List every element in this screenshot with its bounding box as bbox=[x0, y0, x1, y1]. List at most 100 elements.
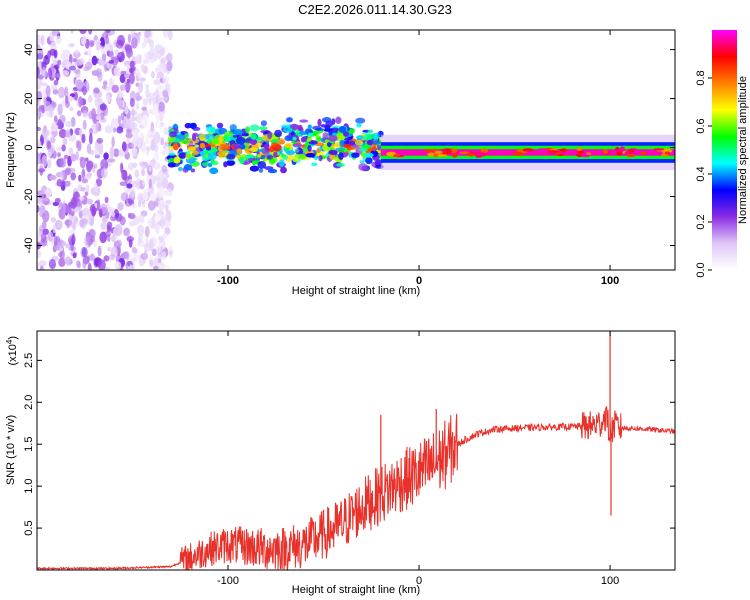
spectrogram-cell bbox=[206, 126, 216, 133]
spectrogram-cell bbox=[128, 264, 133, 270]
spectrogram-cell bbox=[285, 154, 294, 162]
spectrogram-cell bbox=[576, 147, 583, 151]
spectrogram-cell bbox=[95, 120, 99, 133]
spectrogram-cell bbox=[343, 131, 350, 137]
spectrogram-cell bbox=[81, 168, 86, 179]
spectrogram-cell bbox=[168, 131, 177, 138]
spectrogram-cell bbox=[58, 128, 67, 139]
spectrogram-cell bbox=[103, 31, 107, 39]
snr-ytick-label: 2.0 bbox=[23, 395, 35, 410]
spectrogram-cell bbox=[267, 168, 278, 174]
spectrogram-cell bbox=[150, 44, 155, 54]
spectrogram-cell bbox=[184, 133, 189, 139]
spectrogram-cell bbox=[157, 186, 165, 198]
spectrogram-cell bbox=[247, 157, 258, 161]
spectrogram-cell bbox=[317, 118, 322, 127]
spectrogram-cell bbox=[82, 85, 87, 96]
spectrogram-cell bbox=[289, 123, 299, 130]
spectrogram-xtick-label: 100 bbox=[601, 275, 619, 287]
spectrogram-cell bbox=[338, 152, 344, 161]
spectrogram-cell bbox=[162, 89, 169, 97]
spectrogram-cell bbox=[165, 188, 173, 197]
spectrogram-cell bbox=[372, 143, 377, 152]
spectrogram-cell bbox=[72, 57, 77, 63]
spectrogram-cell bbox=[133, 129, 139, 142]
spectrogram-cell bbox=[74, 206, 82, 213]
spectrogram-cell bbox=[79, 156, 86, 169]
spectrogram-cell bbox=[223, 130, 234, 138]
spectrogram-cell bbox=[292, 143, 302, 147]
spectrogram-cell bbox=[386, 151, 397, 157]
spectrogram-cell bbox=[140, 30, 145, 38]
spectrogram-cell bbox=[80, 187, 86, 192]
spectrogram-cell bbox=[114, 224, 123, 236]
spectrogram-cell bbox=[41, 221, 47, 229]
spectrogram-cell bbox=[91, 206, 96, 217]
spectrogram-cell bbox=[102, 81, 108, 86]
spectrogram-cell bbox=[192, 126, 201, 131]
spectrogram-cell bbox=[165, 82, 170, 92]
spectrogram-cell bbox=[328, 135, 338, 142]
spectrogram-cell bbox=[138, 200, 142, 208]
spectrogram-cell bbox=[192, 150, 199, 156]
spectrogram-cell bbox=[89, 128, 93, 136]
spectrogram-cell bbox=[127, 33, 131, 44]
spectrogram-cell bbox=[435, 154, 448, 157]
colorbar-ticks: 0.0 0.2 0.4 0.6 0.8 bbox=[695, 70, 712, 278]
spectrogram-cell bbox=[295, 129, 302, 138]
spectrogram-cell bbox=[111, 84, 120, 93]
spectrogram-cell bbox=[89, 40, 94, 48]
spectrogram-cell bbox=[298, 154, 306, 160]
spectrogram-cell bbox=[154, 151, 160, 161]
spectrogram-cell bbox=[104, 63, 108, 72]
spectrogram-cell bbox=[127, 162, 135, 171]
spectrogram-cell bbox=[121, 169, 128, 181]
spectrogram-cell bbox=[142, 58, 150, 64]
spectrogram-cell bbox=[335, 116, 342, 124]
spectrogram-cell bbox=[57, 252, 63, 257]
spectrogram-cell bbox=[98, 113, 105, 122]
spectrogram-cell bbox=[161, 164, 168, 173]
spectrogram-cell bbox=[459, 151, 470, 154]
spectrogram-cell bbox=[117, 91, 124, 99]
spectrogram-cell bbox=[158, 258, 161, 264]
spectrogram-cell bbox=[64, 53, 69, 60]
spectrogram-cell bbox=[129, 60, 135, 69]
spectrogram-cell bbox=[57, 152, 61, 158]
snr-scale-exp: 4 bbox=[5, 339, 14, 344]
spectrogram-cell bbox=[54, 197, 61, 204]
spectrogram-cell bbox=[129, 67, 136, 72]
spectrogram-cell bbox=[55, 73, 61, 78]
spectrogram-cell bbox=[260, 154, 266, 159]
spectrogram-cell bbox=[307, 145, 312, 152]
spectrogram-cell bbox=[182, 140, 190, 144]
spectrogram-cell bbox=[427, 152, 436, 157]
spectrogram-cell bbox=[188, 140, 194, 148]
spectrogram-cell bbox=[52, 225, 56, 234]
spectrogram-cell bbox=[147, 217, 156, 229]
spectrogram-cell bbox=[249, 124, 260, 132]
spectrogram-cell bbox=[263, 143, 270, 149]
spectrogram-cell bbox=[159, 109, 164, 122]
spectrogram-cell bbox=[150, 126, 156, 133]
spectrogram-cell bbox=[144, 51, 152, 60]
spectrogram-cell bbox=[106, 225, 111, 233]
spectrogram-cell bbox=[125, 251, 130, 261]
snr-series-line bbox=[36, 406, 676, 571]
spectrogram-cell bbox=[65, 243, 70, 249]
spectrogram-cell bbox=[155, 176, 162, 181]
spectrogram-cell bbox=[160, 217, 165, 230]
spectrogram-cell bbox=[236, 154, 242, 159]
snr-scale-prefix: (x10 bbox=[7, 344, 19, 365]
spectrogram-cell bbox=[45, 85, 51, 97]
spectrogram-cell bbox=[148, 200, 156, 211]
spectrogram-cell bbox=[307, 124, 312, 130]
spectrogram-cell bbox=[126, 128, 132, 134]
spectrogram-ytick-label: 0 bbox=[23, 144, 35, 150]
spectrogram-cell bbox=[86, 143, 92, 154]
snr-ytick-label: 0.5 bbox=[23, 520, 35, 535]
spectrogram-cell bbox=[94, 97, 101, 108]
spectrogram-cell bbox=[152, 265, 159, 270]
spectrogram-cell bbox=[37, 85, 41, 90]
spectrogram-cell bbox=[70, 172, 76, 181]
